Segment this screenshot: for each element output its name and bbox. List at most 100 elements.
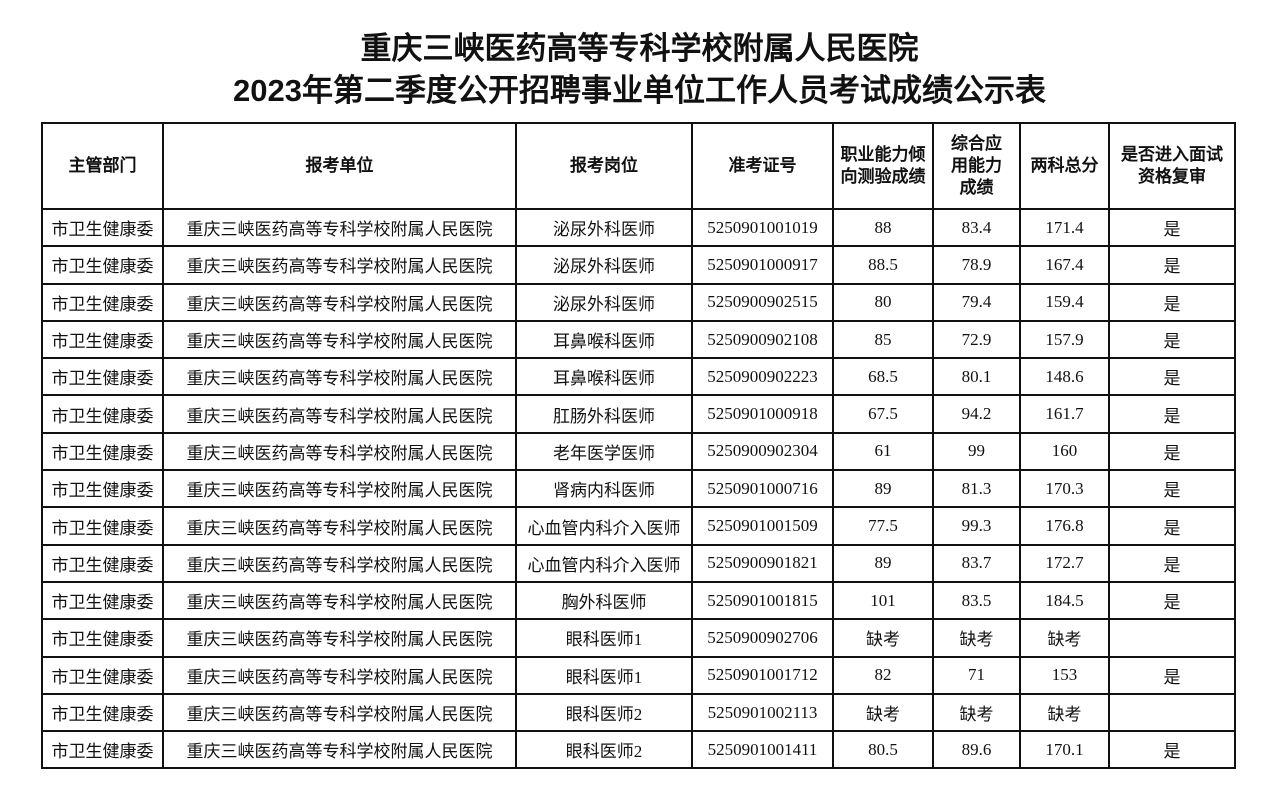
cell-position: 胸外科医师 (515, 580, 693, 621)
cell-total-score: 148.6 (1019, 357, 1110, 397)
cell-position: 眼科医师1 (515, 618, 693, 658)
cell-application-score: 缺考 (932, 692, 1021, 733)
cell-total-score: 170.1 (1019, 730, 1110, 770)
cell-total-score: 161.7 (1019, 394, 1110, 434)
cell-unit: 重庆三峡医药高等专科学校附属人民医院 (162, 730, 517, 770)
header-unit: 报考单位 (162, 122, 517, 210)
cell-interview-review (1108, 692, 1236, 733)
cell-unit: 重庆三峡医药高等专科学校附属人民医院 (162, 245, 517, 285)
cell-position: 眼科医师2 (515, 730, 693, 770)
cell-unit: 重庆三峡医药高等专科学校附属人民医院 (162, 618, 517, 658)
cell-application-score: 94.2 (932, 394, 1021, 434)
cell-ticket-number: 5250901001019 (691, 207, 834, 248)
cell-position: 老年医学医师 (515, 431, 693, 472)
header-application-score: 综合应用能力成绩 (932, 122, 1021, 210)
cell-interview-review: 是 (1108, 506, 1236, 546)
cell-ticket-number: 5250900901821 (691, 543, 834, 583)
cell-aptitude-score: 88.5 (832, 245, 934, 285)
header-interview-review: 是否进入面试资格复审 (1108, 122, 1236, 210)
cell-department: 市卫生健康委 (41, 282, 164, 322)
cell-position: 眼科医师2 (515, 692, 693, 733)
cell-application-score: 89.6 (932, 730, 1021, 770)
cell-position: 肾病内科医师 (515, 469, 693, 509)
cell-position: 耳鼻喉科医师 (515, 319, 693, 360)
header-total-score: 两科总分 (1019, 122, 1110, 210)
cell-unit: 重庆三峡医药高等专科学校附属人民医院 (162, 543, 517, 583)
cell-total-score: 176.8 (1019, 506, 1110, 546)
cell-ticket-number: 5250900902515 (691, 282, 834, 322)
cell-aptitude-score: 89 (832, 543, 934, 583)
cell-department: 市卫生健康委 (41, 245, 164, 285)
cell-department: 市卫生健康委 (41, 730, 164, 770)
cell-interview-review: 是 (1108, 207, 1236, 248)
cell-interview-review: 是 (1108, 655, 1236, 695)
cell-interview-review: 是 (1108, 319, 1236, 360)
cell-interview-review: 是 (1108, 469, 1236, 509)
cell-ticket-number: 5250900902223 (691, 357, 834, 397)
cell-ticket-number: 5250901000716 (691, 469, 834, 509)
cell-department: 市卫生健康委 (41, 618, 164, 658)
cell-department: 市卫生健康委 (41, 319, 164, 360)
cell-total-score: 157.9 (1019, 319, 1110, 360)
cell-department: 市卫生健康委 (41, 207, 164, 248)
table-row: 市卫生健康委 重庆三峡医药高等专科学校附属人民医院 眼科医师1 52509010017… (41, 655, 1236, 695)
cell-interview-review: 是 (1108, 580, 1236, 621)
document-subtitle: 2023年第二季度公开招聘事业单位工作人员考试成绩公示表 (233, 73, 1046, 108)
cell-application-score: 72.9 (932, 319, 1021, 360)
cell-aptitude-score: 61 (832, 431, 934, 472)
cell-unit: 重庆三峡医药高等专科学校附属人民医院 (162, 469, 517, 509)
header-row: 主管部门 报考单位 报考岗位 准考证号 职业能力倾向测验成绩 综合应用能力成绩 两科总分 是否… (41, 122, 1236, 210)
cell-interview-review: 是 (1108, 543, 1236, 583)
cell-application-score: 83.5 (932, 580, 1021, 621)
cell-total-score: 172.7 (1019, 543, 1110, 583)
cell-department: 市卫生健康委 (41, 431, 164, 472)
table-row: 市卫生健康委 重庆三峡医药高等专科学校附属人民医院 泌尿外科医师 5250901001… (41, 207, 1236, 248)
cell-interview-review: 是 (1108, 357, 1236, 397)
cell-position: 心血管内科介入医师 (515, 543, 693, 583)
cell-ticket-number: 5250901001815 (691, 580, 834, 621)
cell-interview-review (1108, 618, 1236, 658)
cell-application-score: 71 (932, 655, 1021, 695)
cell-application-score: 80.1 (932, 357, 1021, 397)
cell-application-score: 83.7 (932, 543, 1021, 583)
cell-unit: 重庆三峡医药高等专科学校附属人民医院 (162, 357, 517, 397)
table-row: 市卫生健康委 重庆三峡医药高等专科学校附属人民医院 肛肠外科医师 5250901000… (41, 394, 1236, 434)
cell-total-score: 153 (1019, 655, 1110, 695)
cell-unit: 重庆三峡医药高等专科学校附属人民医院 (162, 692, 517, 733)
cell-aptitude-score: 缺考 (832, 692, 934, 733)
cell-unit: 重庆三峡医药高等专科学校附属人民医院 (162, 506, 517, 546)
cell-interview-review: 是 (1108, 730, 1236, 770)
cell-total-score: 171.4 (1019, 207, 1110, 248)
cell-position: 心血管内科介入医师 (515, 506, 693, 546)
cell-department: 市卫生健康委 (41, 580, 164, 621)
cell-department: 市卫生健康委 (41, 543, 164, 583)
cell-position: 耳鼻喉科医师 (515, 357, 693, 397)
cell-total-score: 159.4 (1019, 282, 1110, 322)
table-row: 市卫生健康委 重庆三峡医药高等专科学校附属人民医院 心血管内科介入医师 5250900… (41, 543, 1236, 583)
cell-department: 市卫生健康委 (41, 394, 164, 434)
cell-total-score: 缺考 (1019, 618, 1110, 658)
table-row: 市卫生健康委 重庆三峡医药高等专科学校附属人民医院 老年医学医师 5250900902… (41, 431, 1236, 472)
cell-application-score: 79.4 (932, 282, 1021, 322)
cell-application-score: 83.4 (932, 207, 1021, 248)
table-row: 市卫生健康委 重庆三峡医药高等专科学校附属人民医院 肾病内科医师 5250901000… (41, 469, 1236, 509)
table-row: 市卫生健康委 重庆三峡医药高等专科学校附属人民医院 眼科医师2 52509010021… (41, 692, 1236, 733)
cell-aptitude-score: 85 (832, 319, 934, 360)
cell-position: 泌尿外科医师 (515, 207, 693, 248)
cell-unit: 重庆三峡医药高等专科学校附属人民医院 (162, 319, 517, 360)
cell-ticket-number: 5250901000918 (691, 394, 834, 434)
cell-ticket-number: 5250901001712 (691, 655, 834, 695)
cell-department: 市卫生健康委 (41, 655, 164, 695)
document-title: 重庆三峡医药高等专科学校附属人民医院 (360, 31, 919, 66)
header-department: 主管部门 (41, 122, 164, 210)
cell-ticket-number: 5250900902706 (691, 618, 834, 658)
cell-position: 泌尿外科医师 (515, 245, 693, 285)
cell-aptitude-score: 82 (832, 655, 934, 695)
cell-aptitude-score: 80 (832, 282, 934, 322)
table-row: 市卫生健康委 重庆三峡医药高等专科学校附属人民医院 耳鼻喉科医师 5250900902… (41, 357, 1236, 397)
cell-interview-review: 是 (1108, 245, 1236, 285)
cell-ticket-number: 5250901000917 (691, 245, 834, 285)
table-row: 市卫生健康委 重庆三峡医药高等专科学校附属人民医院 耳鼻喉科医师 5250900902… (41, 319, 1236, 360)
cell-total-score: 167.4 (1019, 245, 1110, 285)
cell-aptitude-score: 101 (832, 580, 934, 621)
